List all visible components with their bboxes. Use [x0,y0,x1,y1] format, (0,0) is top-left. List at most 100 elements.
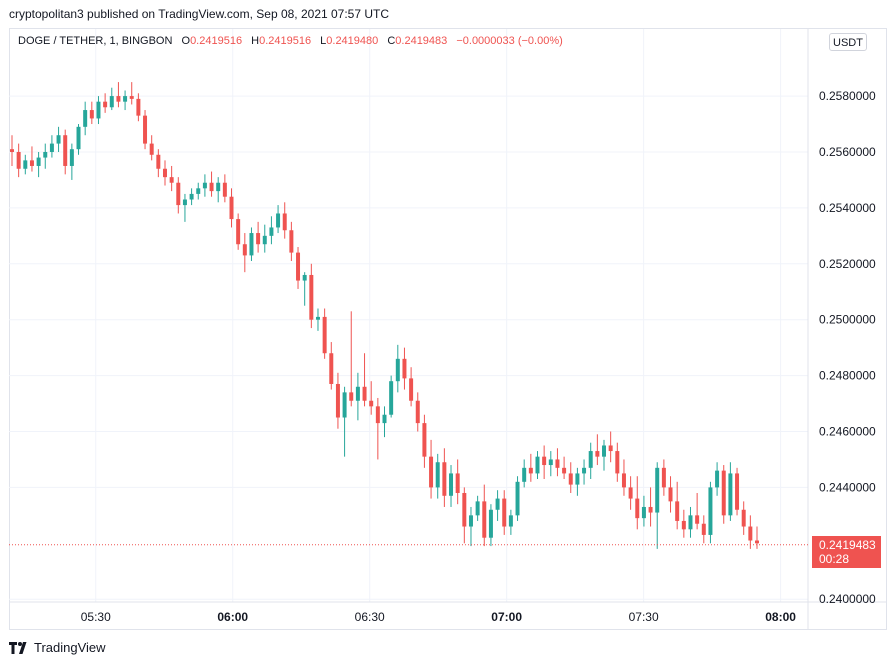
candle-body [728,473,733,516]
candle-body [149,143,154,155]
candle-body [329,353,334,384]
candle [449,465,454,507]
candle-body [449,473,454,496]
candle-body [648,506,653,513]
change-value: −0.0000033 (−0.00%) [456,35,563,47]
price-tick-label: 0.2480000 [819,369,876,383]
candle [156,149,161,178]
chart-grid [9,29,808,602]
candle-body [515,481,520,516]
candle-body [468,515,473,527]
candle-body [182,199,187,206]
candle-body [402,358,407,379]
candle [269,216,274,245]
candle-body [123,96,128,102]
candles-series [10,82,759,549]
candle [322,308,327,359]
candle-body [76,126,81,150]
time-tick-label: 07:30 [629,610,659,624]
candle [256,221,261,253]
candle [575,467,580,496]
candle-body [256,233,261,245]
candle [129,82,134,105]
candle-body [49,143,54,152]
price-tick-label: 0.2440000 [819,480,876,494]
candle-body [162,168,167,178]
candle-body [43,151,48,158]
symbol-title[interactable]: DOGE / TETHER, 1, BINGBON [18,35,173,47]
candle-body [56,135,61,144]
candle-body [488,509,493,538]
candle-body [296,252,301,281]
candle [402,347,407,390]
candle [442,448,447,507]
low-label: L [320,35,327,47]
candle [562,456,567,480]
candle-body [395,358,400,382]
price-tick-label: 0.2460000 [819,424,876,438]
candle-body [661,467,666,488]
currency-button[interactable]: USDT [829,33,867,51]
time-tick-label: 06:00 [217,610,248,624]
time-tick-label: 07:00 [491,610,522,624]
candle-body [349,392,354,401]
open-label: O [181,35,191,47]
candle [395,344,400,393]
candle-body [588,451,593,468]
candle-body [269,227,274,236]
candle [56,126,61,152]
footer-brand[interactable]: TradingView [9,640,106,655]
candle-body [389,381,394,415]
candle [289,221,294,261]
candle-body [735,473,740,510]
candle-body [455,473,460,493]
candle [668,476,673,513]
candle-body [681,520,686,530]
candle-body [236,219,241,245]
candle [315,308,320,331]
candle-body [382,414,387,424]
candle-body [209,182,214,192]
candle [222,174,227,203]
candle [409,367,414,407]
candle-body [409,378,414,401]
candle-body [216,182,221,192]
candle-body [635,498,640,519]
candle [116,82,121,108]
candle-body [675,501,680,521]
candle [748,515,753,549]
candle [69,143,74,180]
candle-body [442,462,447,496]
candle-body [63,135,68,166]
candle [508,509,513,535]
candle [701,515,706,544]
bar-countdown: 00:28 [819,552,850,566]
candle-body [721,470,726,516]
price-tick-label: 0.2580000 [819,89,876,103]
candle [615,442,620,482]
candle [162,160,167,186]
candle-body [495,498,500,510]
candle [309,263,314,329]
candle-body [641,506,646,519]
candle [741,501,746,535]
candle [468,506,473,547]
candle [16,143,21,178]
candle [335,372,340,429]
candle-body [655,467,660,513]
candle-body [528,467,533,474]
price-tick-label: 0.2540000 [819,201,876,215]
candle [349,311,354,407]
candle [522,459,527,488]
candle [495,490,500,521]
candle-body [89,110,94,119]
candle [96,96,101,125]
candle [488,504,493,547]
candle [242,233,247,273]
candle-body [355,386,360,401]
price-tick-label: 0.2400000 [819,592,876,606]
candle [143,110,148,150]
candle-body [568,473,573,485]
candle [23,154,28,175]
